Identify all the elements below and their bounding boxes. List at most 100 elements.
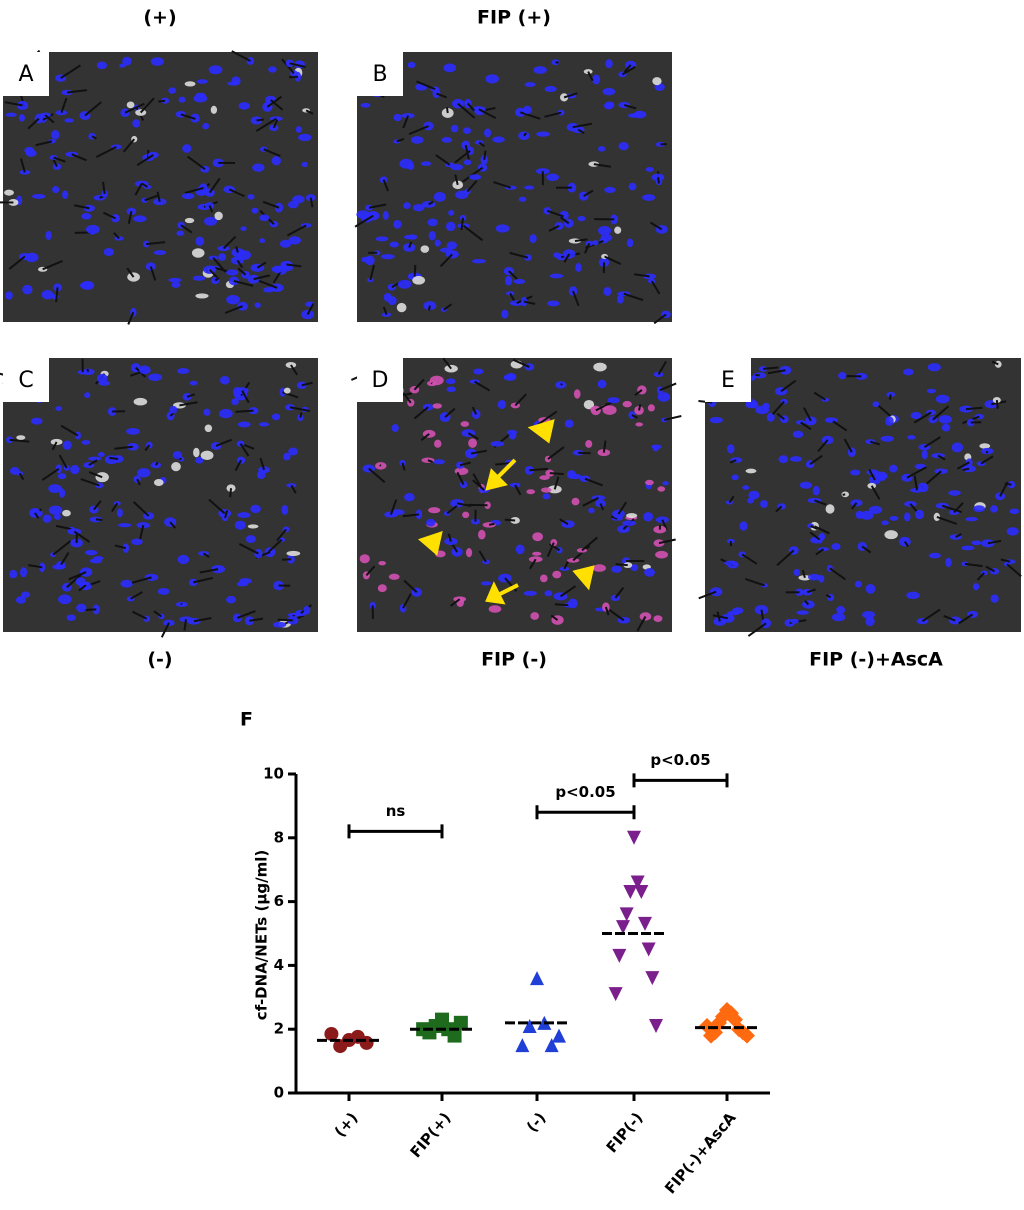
tissue bbox=[402, 115, 410, 129]
tissue bbox=[233, 279, 254, 287]
cell bbox=[171, 281, 181, 288]
tissue bbox=[401, 462, 406, 471]
cell bbox=[597, 145, 606, 152]
cell bbox=[88, 456, 102, 461]
cell bbox=[137, 468, 151, 478]
tissue bbox=[139, 97, 155, 114]
tissue bbox=[457, 102, 476, 119]
y-tick-label: 4 bbox=[274, 956, 284, 974]
tissue bbox=[289, 62, 306, 68]
cell bbox=[218, 253, 227, 261]
y-tick-label: 8 bbox=[274, 828, 284, 846]
cell bbox=[524, 185, 535, 190]
cell bbox=[428, 507, 441, 514]
cell bbox=[872, 401, 880, 408]
tissue bbox=[658, 538, 676, 545]
cell bbox=[653, 615, 663, 623]
micrograph-bg bbox=[3, 52, 318, 322]
tissue bbox=[187, 155, 206, 171]
cell bbox=[592, 240, 599, 246]
cell bbox=[361, 256, 371, 263]
tissue bbox=[904, 541, 909, 548]
micrograph: A (+) bbox=[0, 7, 318, 325]
cell bbox=[196, 79, 208, 84]
tissue bbox=[472, 479, 485, 491]
cell bbox=[831, 613, 846, 622]
cell bbox=[1006, 527, 1019, 536]
tissue bbox=[41, 468, 60, 481]
tissue bbox=[20, 158, 26, 173]
tissue bbox=[776, 412, 785, 421]
tissue bbox=[471, 406, 478, 415]
cell bbox=[118, 63, 126, 68]
tissue bbox=[186, 393, 196, 398]
cell bbox=[70, 464, 80, 475]
tissue bbox=[504, 577, 518, 592]
cell bbox=[250, 504, 261, 514]
cell bbox=[485, 74, 499, 84]
cell bbox=[84, 392, 91, 399]
tissue bbox=[991, 360, 999, 366]
tissue bbox=[28, 564, 43, 569]
tissue bbox=[661, 519, 668, 531]
cell bbox=[739, 521, 748, 531]
cell bbox=[16, 435, 26, 440]
tissue bbox=[985, 565, 996, 573]
cell bbox=[259, 214, 270, 222]
cell bbox=[237, 512, 251, 518]
cell bbox=[133, 215, 147, 223]
micrograph: C (-) bbox=[0, 358, 318, 671]
cell bbox=[279, 239, 292, 248]
tissue bbox=[943, 615, 956, 622]
cell bbox=[657, 392, 671, 402]
tissue bbox=[958, 613, 974, 625]
cell bbox=[855, 372, 868, 380]
tissue bbox=[51, 441, 58, 451]
tissue bbox=[183, 619, 187, 631]
cell bbox=[281, 504, 289, 515]
cell bbox=[992, 397, 1001, 404]
cell bbox=[445, 221, 456, 232]
tissue bbox=[577, 128, 585, 135]
tissue bbox=[483, 150, 487, 160]
tissue bbox=[638, 404, 642, 411]
cell bbox=[884, 530, 898, 540]
tissue bbox=[650, 280, 661, 295]
tissue bbox=[454, 174, 459, 186]
tissue bbox=[68, 571, 87, 581]
cell bbox=[22, 284, 33, 295]
tissue bbox=[160, 622, 170, 638]
cell bbox=[592, 74, 601, 85]
tissue bbox=[80, 478, 100, 487]
cell bbox=[564, 419, 574, 428]
bracket-label: p<0.05 bbox=[650, 751, 710, 769]
cell bbox=[618, 142, 629, 151]
tissue bbox=[224, 305, 243, 314]
cell bbox=[478, 529, 486, 540]
cell bbox=[66, 614, 76, 621]
tissue bbox=[8, 255, 26, 270]
tissue bbox=[114, 445, 133, 450]
cell bbox=[203, 265, 217, 274]
cell bbox=[286, 550, 301, 557]
tissue bbox=[888, 394, 892, 400]
cell bbox=[559, 566, 570, 571]
tissue bbox=[309, 197, 314, 208]
tissue bbox=[255, 117, 277, 132]
cell bbox=[549, 273, 564, 279]
cell bbox=[181, 193, 195, 200]
cell bbox=[382, 211, 389, 220]
tissue bbox=[268, 538, 283, 553]
tissue bbox=[572, 122, 592, 129]
cell bbox=[630, 564, 639, 572]
point bbox=[612, 948, 627, 963]
tissue bbox=[941, 504, 963, 514]
cell bbox=[635, 422, 644, 427]
point bbox=[630, 875, 645, 890]
tissue bbox=[439, 253, 453, 268]
tissue bbox=[459, 461, 471, 467]
tissue bbox=[829, 567, 846, 581]
tissue bbox=[809, 454, 823, 466]
tissue bbox=[623, 292, 644, 302]
cell bbox=[626, 238, 634, 248]
